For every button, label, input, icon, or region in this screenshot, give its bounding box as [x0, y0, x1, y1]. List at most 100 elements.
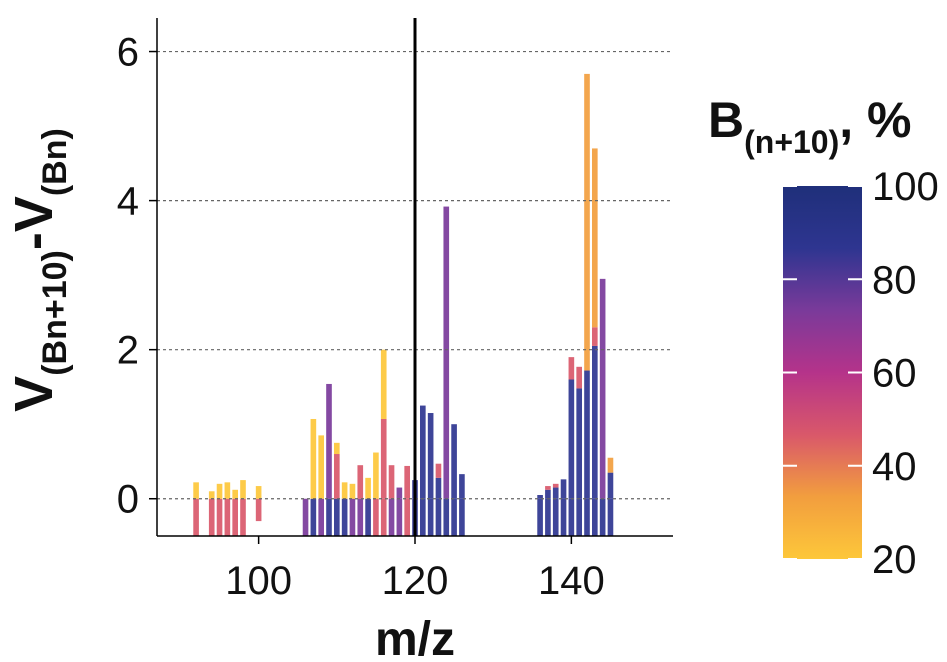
bar-segment: [584, 370, 590, 499]
bar-segment: [302, 498, 309, 536]
bar-segment: [224, 498, 231, 536]
bar-segment: [216, 483, 223, 499]
bar-segment: [208, 498, 215, 536]
bar-segment: [396, 487, 403, 499]
bar-segment: [240, 480, 246, 499]
bar-segment: [592, 148, 598, 328]
bar-segment: [255, 498, 262, 522]
bar-segment: [318, 498, 324, 536]
bar-segment: [334, 498, 340, 536]
bar-segment: [365, 498, 371, 536]
bar-segment: [216, 498, 223, 536]
bar-segment: [365, 477, 371, 499]
colorbar-title-part: , %: [839, 92, 911, 148]
bar-segment: [334, 454, 340, 499]
bar-segment: [334, 442, 340, 455]
colorbar-tick-label: 40: [872, 445, 917, 489]
colorbar-tick-label: 100: [872, 165, 939, 209]
bar-segment: [357, 465, 364, 499]
bar-segment: [380, 349, 387, 419]
bar-segment: [310, 418, 317, 499]
colorbar-tick-label: 20: [872, 538, 917, 582]
bar-segment: [435, 498, 442, 536]
bar-segment: [326, 498, 332, 536]
bar-segment: [373, 452, 379, 499]
bar-segment: [599, 278, 606, 499]
bar-segment: [537, 498, 543, 536]
bar-segment: [592, 327, 598, 346]
bar-segment: [404, 498, 410, 536]
bar-segment: [537, 495, 543, 499]
x-tick-label: 140: [538, 559, 605, 603]
y-tick-label: 2: [117, 329, 139, 373]
y-tick-label: 0: [117, 478, 139, 522]
y-label-part: (Bn+10): [36, 250, 74, 376]
bar-segment: [240, 498, 246, 536]
x-tick-label: 120: [382, 559, 449, 603]
bar-segment: [232, 498, 238, 536]
bar-segment: [388, 498, 395, 536]
bar-segment: [193, 498, 199, 536]
colorbar-title: B(n+10), %: [708, 92, 912, 160]
bar-segment: [232, 489, 238, 499]
y-tick-label: 4: [117, 180, 139, 224]
bar-segment: [459, 474, 465, 499]
bar-segment: [380, 498, 387, 536]
bar-segment: [459, 498, 465, 536]
bar-segment: [224, 482, 231, 499]
x-tick-label: 100: [225, 559, 292, 603]
bar-segment: [568, 357, 575, 380]
bar-segment: [326, 383, 332, 499]
bar-segment: [592, 498, 598, 536]
x-axis-label: m/z: [375, 613, 455, 662]
bar-segment: [380, 418, 387, 499]
bar-segment: [545, 489, 551, 499]
bar-segment: [349, 498, 356, 536]
y-label-part: -V: [4, 196, 64, 250]
bar-segment: [208, 491, 215, 499]
bar-segment: [552, 483, 559, 488]
bar-segment: [318, 435, 324, 499]
bar-segment: [545, 498, 551, 536]
bar-segment: [349, 483, 356, 499]
bar-segment: [576, 366, 582, 389]
bar-segment: [560, 479, 567, 499]
bar-segment: [388, 465, 395, 499]
bar-segment: [576, 498, 582, 536]
bar-segment: [341, 498, 348, 536]
y-label-part: (Bn): [36, 128, 74, 196]
bar-segment: [420, 405, 426, 499]
bar-segment: [568, 498, 575, 536]
bar-segment: [396, 498, 403, 536]
bar-segment: [607, 457, 614, 473]
bar-segment: [341, 482, 348, 499]
bar-segment: [443, 498, 450, 536]
bar-segment: [443, 206, 450, 499]
bar-segment: [560, 498, 567, 536]
bar-segment: [552, 487, 559, 499]
y-label-part: V: [4, 376, 64, 412]
bar-segment: [607, 498, 614, 536]
bar-segment: [310, 498, 317, 536]
bar-segment: [427, 413, 434, 499]
bar-segment: [451, 424, 457, 499]
bar-segment: [427, 498, 434, 536]
bar-segment: [592, 345, 598, 499]
y-tick-label: 6: [117, 31, 139, 75]
colorbar-tick-label: 60: [872, 352, 917, 396]
bar-segment: [357, 498, 364, 536]
y-axis-label: V(Bn+10)-V(Bn): [4, 128, 74, 412]
bar-segment: [599, 498, 606, 536]
colorbar-title-part: B: [708, 92, 744, 148]
bar-segment: [373, 498, 379, 536]
bar-segment: [435, 463, 442, 478]
bar-segment: [584, 73, 590, 371]
bar-segment: [404, 465, 410, 499]
bar-segment: [545, 486, 551, 490]
bar-segment: [607, 472, 614, 499]
colorbar-tick-label: 80: [872, 258, 917, 302]
colorbar-title-part: (n+10): [744, 124, 839, 160]
bar-segment: [255, 486, 262, 499]
bar-segment: [451, 498, 457, 536]
